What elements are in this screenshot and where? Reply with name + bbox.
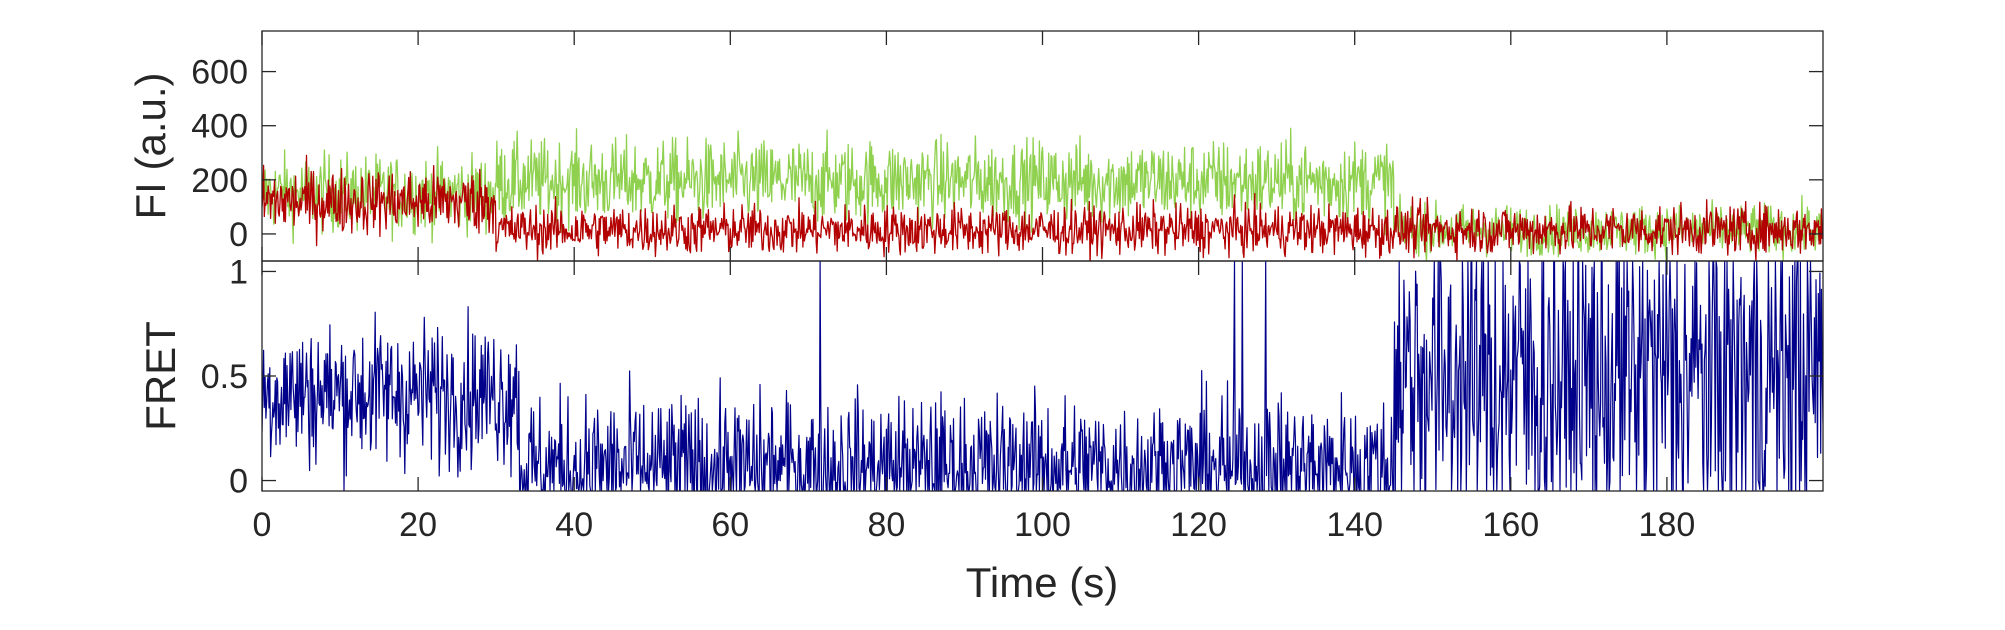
fret-y-tick-label: 0 (229, 463, 248, 501)
fret-y-tick-label: 0.5 (201, 358, 248, 396)
time-x-tick-label: 0 (253, 506, 272, 544)
time-x-axis-label: Time (s) (966, 559, 1118, 606)
time-x-tick-label: 20 (399, 506, 437, 544)
time-x-tick-label: 80 (867, 506, 905, 544)
time-x-tick-label: 160 (1482, 506, 1539, 544)
fret-series-fret (262, 261, 1823, 491)
time-x-ticks: 0 20 40 60 80 100 120 140 160 180 (253, 31, 1696, 544)
intensity-y-tick-label: 400 (191, 108, 248, 146)
fret-y-axis-label: FRET (137, 321, 184, 431)
time-x-tick-label: 100 (1014, 506, 1071, 544)
intensity-y-tick-label: 600 (191, 54, 248, 92)
fret-y-ticks: 00.51 (201, 253, 1823, 501)
fret-plot-area (262, 261, 1823, 491)
time-x-tick-label: 60 (711, 506, 749, 544)
fret-panel: 00.51 0 20 40 60 80 100 120 140 160 180 FRET Time… (137, 31, 1824, 606)
time-x-tick-label: 40 (555, 506, 593, 544)
intensity-y-tick-label: 0 (229, 216, 248, 254)
intensity-series-donor (262, 154, 1823, 261)
time-x-tick-label: 120 (1170, 506, 1227, 544)
intensity-y-tick-label: 200 (191, 162, 248, 200)
time-x-tick-label: 140 (1326, 506, 1383, 544)
time-x-tick-label: 180 (1639, 506, 1696, 544)
fret-y-tick-label: 1 (229, 253, 248, 291)
intensity-y-ticks: 0 200 400 600 (191, 54, 1823, 254)
intensity-panel: 0 200 400 600 FI (a.u.) (127, 30, 1824, 262)
intensity-y-axis-label: FI (a.u.) (127, 72, 174, 219)
intensity-plot-area (262, 127, 1823, 261)
